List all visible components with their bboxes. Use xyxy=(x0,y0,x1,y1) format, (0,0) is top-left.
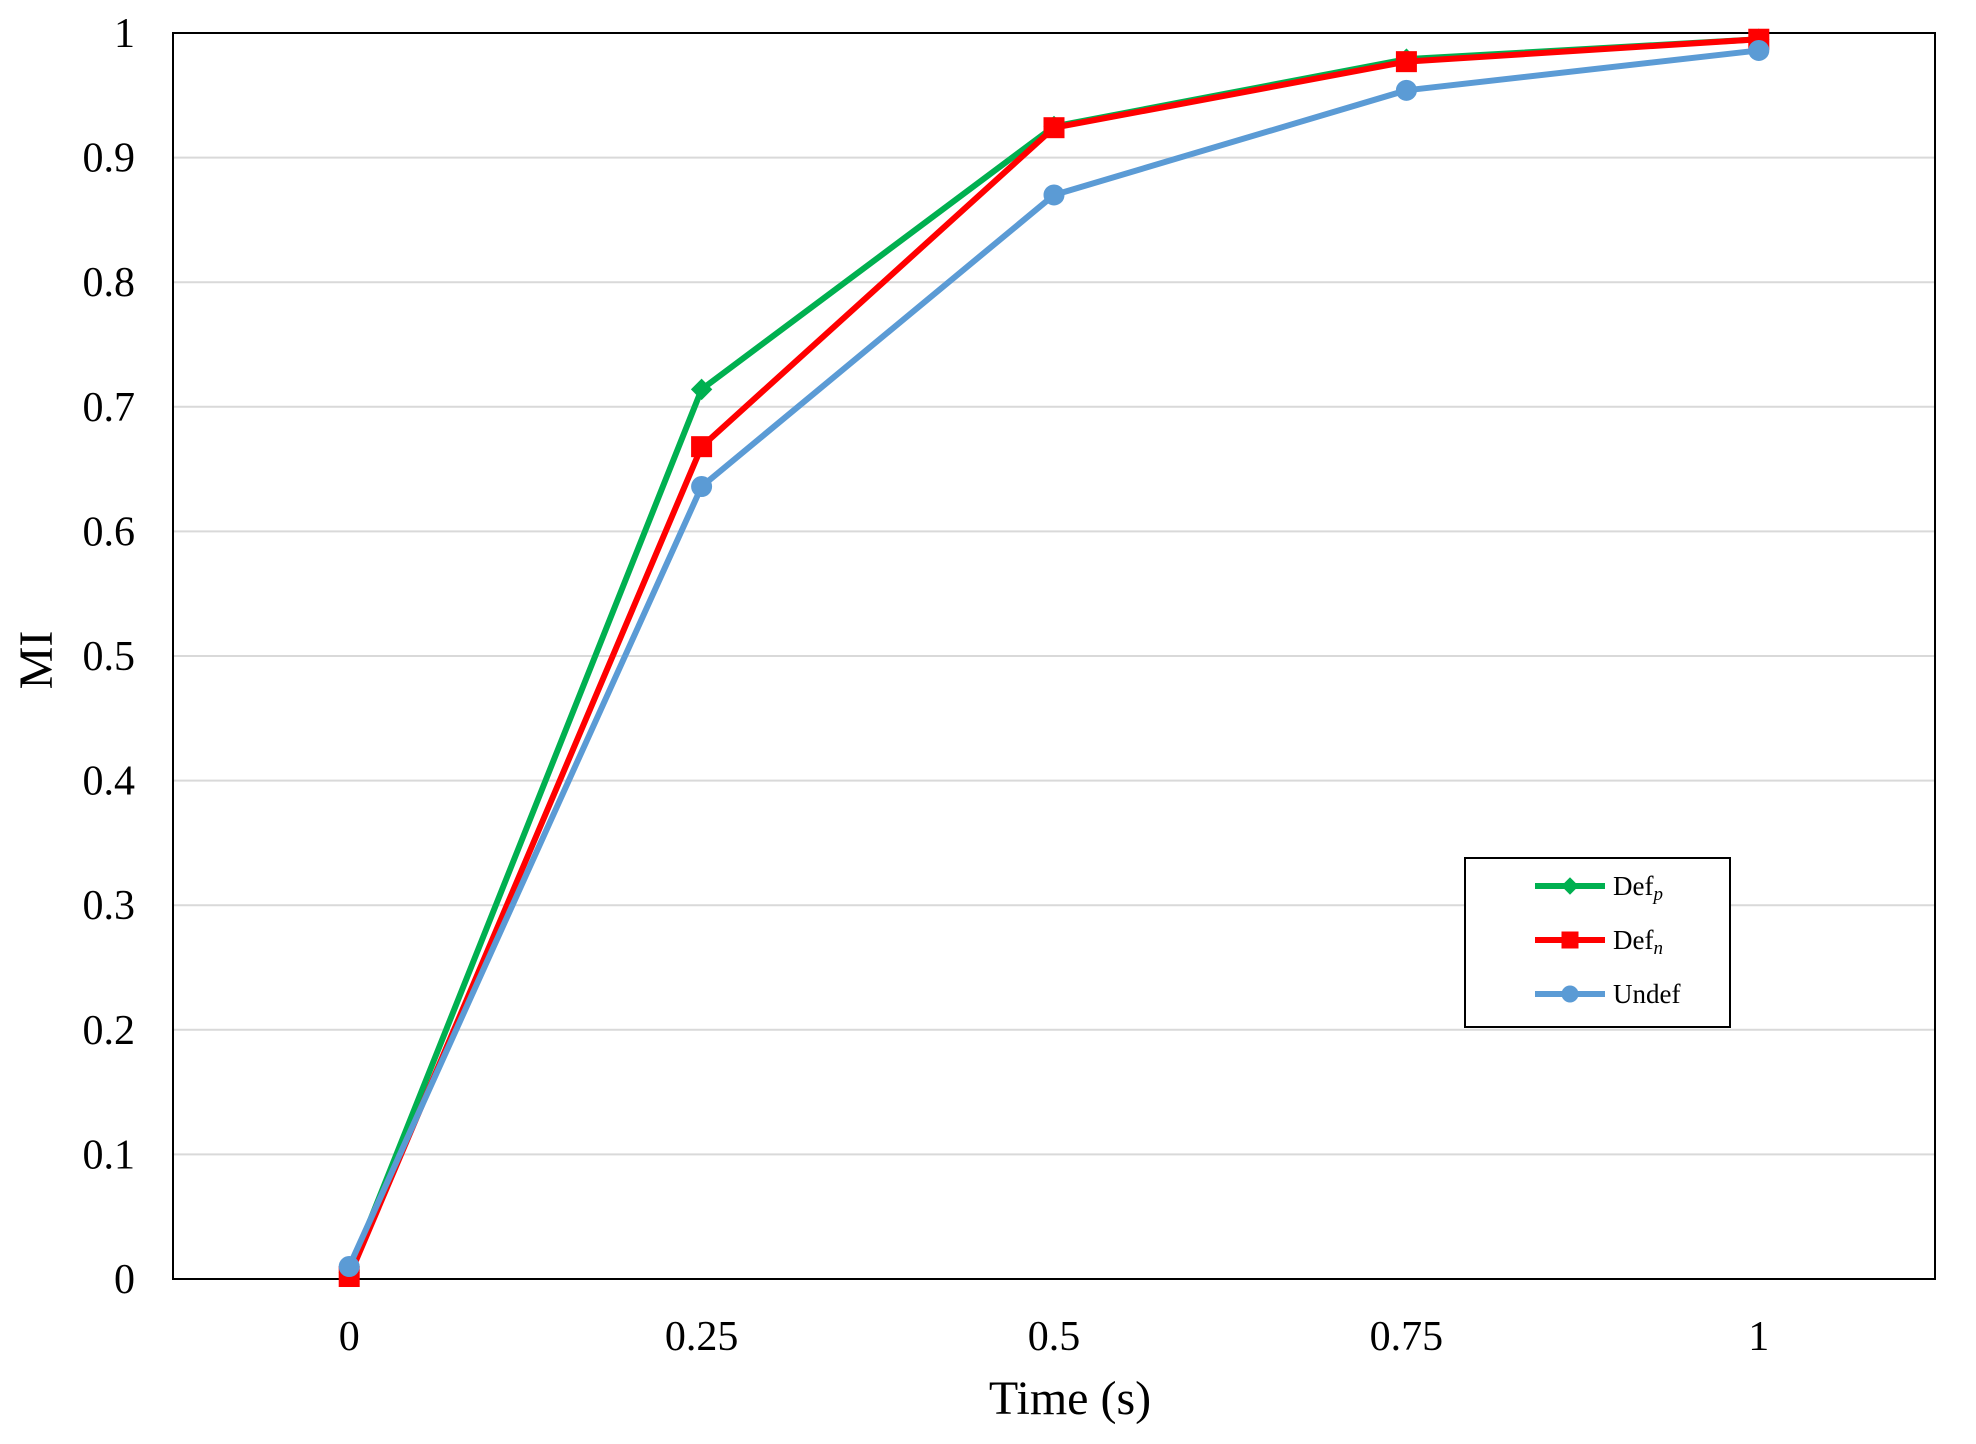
y-tick-label: 1 xyxy=(114,11,135,57)
data-point xyxy=(1748,39,1770,61)
legend-marker xyxy=(1561,877,1579,895)
x-axis-title: Time (s) xyxy=(989,1372,1151,1425)
x-tick-label: 0.75 xyxy=(1370,1314,1444,1360)
data-point xyxy=(691,436,713,458)
x-tick-label: 0 xyxy=(339,1314,360,1360)
data-point xyxy=(691,476,713,498)
legend-label-subscript: n xyxy=(1653,938,1663,959)
legend-label: Defn xyxy=(1613,925,1663,959)
y-tick-label: 0 xyxy=(114,1257,135,1303)
y-tick-label: 0.5 xyxy=(83,634,136,680)
series-group xyxy=(338,28,1770,1288)
y-tick-label: 0.3 xyxy=(83,883,136,929)
legend-label: Undef xyxy=(1613,979,1680,1009)
legend-marker xyxy=(1561,985,1579,1003)
data-point xyxy=(338,1256,360,1278)
legend-label-name: Def xyxy=(1613,871,1653,901)
x-tick-label: 0.25 xyxy=(665,1314,739,1360)
x-axis-ticks: 0 0.25 0.5 0.75 1 xyxy=(339,1314,1770,1360)
legend-label-name: Undef xyxy=(1613,979,1680,1009)
plot-area xyxy=(172,32,1936,1280)
y-tick-label: 0.4 xyxy=(83,759,136,805)
y-axis-title: MI xyxy=(10,631,63,690)
legend-label-subscript: p xyxy=(1651,884,1663,905)
data-point xyxy=(1395,79,1417,101)
y-axis-ticks: 0 0.1 0.2 0.3 0.4 0.5 0.6 0.7 0.8 0.9 1 xyxy=(83,11,136,1303)
data-point xyxy=(1043,184,1065,206)
gridlines xyxy=(173,156,1935,1156)
y-tick-label: 0.6 xyxy=(83,509,136,555)
series-line xyxy=(346,36,1759,1278)
data-point xyxy=(690,378,713,401)
x-tick-label: 0.5 xyxy=(1028,1314,1081,1360)
y-tick-label: 0.2 xyxy=(83,1008,136,1054)
x-tick-label: 1 xyxy=(1748,1314,1769,1360)
data-point xyxy=(1395,51,1417,73)
legend-label: Defp xyxy=(1613,871,1663,905)
data-point xyxy=(1043,117,1065,139)
series-line xyxy=(346,47,1760,1268)
y-tick-label: 0.1 xyxy=(83,1132,136,1178)
series-undef xyxy=(338,39,1770,1278)
y-tick-label: 0.9 xyxy=(83,136,136,182)
legend-marker xyxy=(1561,931,1579,949)
legend-label-name: Def xyxy=(1613,925,1653,955)
y-tick-label: 0.8 xyxy=(83,260,136,306)
y-tick-label: 0.7 xyxy=(83,385,136,431)
series-defn xyxy=(338,28,1770,1288)
